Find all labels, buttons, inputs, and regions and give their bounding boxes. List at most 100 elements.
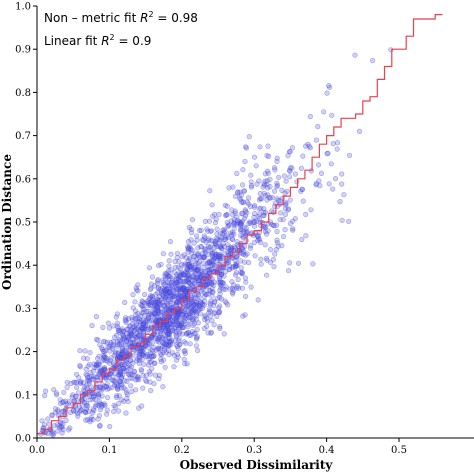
scatter-point bbox=[186, 315, 192, 321]
scatter-point bbox=[172, 264, 178, 271]
scatter-point bbox=[189, 300, 195, 306]
scatter-point bbox=[131, 339, 137, 345]
scatter-point bbox=[220, 286, 226, 292]
scatter-point bbox=[203, 239, 209, 245]
scatter-point bbox=[217, 291, 223, 297]
scatter-point bbox=[117, 354, 123, 360]
scatter-point bbox=[255, 213, 261, 220]
scatter-point bbox=[219, 280, 225, 286]
scatter-point bbox=[148, 353, 154, 360]
scatter-point bbox=[244, 251, 250, 257]
scatter-point bbox=[158, 346, 164, 352]
scatter-point bbox=[170, 286, 176, 292]
scatter-point bbox=[170, 284, 176, 290]
scatter-point bbox=[175, 315, 181, 321]
scatter-point bbox=[174, 254, 180, 260]
scatter-point bbox=[135, 327, 142, 333]
scatter-point bbox=[193, 266, 200, 273]
scatter-point bbox=[273, 247, 279, 253]
scatter-point bbox=[175, 264, 181, 270]
scatter-point bbox=[150, 306, 156, 312]
scatter-point bbox=[162, 327, 168, 333]
scatter-point bbox=[207, 287, 213, 294]
x-axis-ticks: 0.0 0.1 0.2 0.3 0.4 0.5 bbox=[29, 438, 407, 456]
scatter-point bbox=[102, 357, 108, 364]
scatter-point bbox=[93, 363, 99, 369]
scatter-point bbox=[206, 218, 212, 224]
scatter-point bbox=[241, 251, 247, 257]
scatter-point bbox=[110, 338, 116, 344]
scatter-point bbox=[146, 295, 152, 302]
scatter-point bbox=[277, 217, 283, 223]
scatter-point bbox=[174, 343, 181, 350]
scatter-point bbox=[270, 195, 276, 201]
scatter-point bbox=[204, 282, 210, 288]
scatter-point bbox=[220, 231, 226, 237]
scatter-point bbox=[109, 377, 115, 383]
scatter-point bbox=[140, 352, 146, 358]
scatter-point bbox=[287, 221, 294, 227]
scatter-point bbox=[127, 375, 133, 381]
scatter-point bbox=[215, 253, 221, 259]
scatter-point bbox=[172, 328, 178, 334]
scatter-point bbox=[192, 277, 198, 283]
scatter-point bbox=[205, 259, 211, 265]
scatter-point bbox=[234, 261, 240, 267]
scatter-point bbox=[54, 428, 61, 434]
scatter-point bbox=[140, 326, 146, 333]
scatter-point bbox=[285, 207, 291, 213]
scatter-point bbox=[164, 341, 170, 348]
scatter-point bbox=[229, 236, 235, 242]
scatter-point bbox=[155, 336, 161, 342]
scatter-point bbox=[170, 322, 176, 328]
scatter-point bbox=[178, 322, 184, 329]
scatter-point bbox=[217, 237, 223, 244]
scatter-point bbox=[128, 327, 134, 333]
scatter-point bbox=[292, 171, 299, 177]
scatter-point bbox=[125, 316, 132, 322]
scatter-point bbox=[215, 253, 221, 260]
scatter-point bbox=[194, 296, 200, 302]
scatter-point bbox=[162, 333, 168, 339]
scatter-point bbox=[104, 340, 111, 346]
scatter-point bbox=[234, 253, 240, 259]
scatter-point bbox=[243, 145, 250, 151]
scatter-point bbox=[241, 229, 247, 235]
scatter-point bbox=[157, 301, 163, 308]
scatter-point bbox=[74, 379, 80, 386]
scatter-point bbox=[163, 306, 169, 312]
scatter-point bbox=[151, 304, 157, 310]
scatter-point bbox=[256, 237, 263, 243]
scatter-point bbox=[68, 380, 74, 387]
scatter-point bbox=[139, 310, 145, 316]
scatter-point bbox=[193, 335, 199, 341]
scatter-point bbox=[154, 304, 160, 310]
scatter-point bbox=[226, 267, 232, 273]
scatter-point bbox=[227, 244, 234, 250]
scatter-point bbox=[149, 274, 155, 280]
scatter-point bbox=[192, 307, 198, 313]
scatter-point bbox=[97, 401, 103, 407]
scatter-point bbox=[231, 221, 237, 227]
scatter-point bbox=[115, 325, 121, 331]
scatter-point bbox=[240, 211, 246, 217]
scatter-point bbox=[282, 227, 288, 233]
scatter-point bbox=[219, 246, 225, 252]
scatter-point bbox=[141, 307, 147, 313]
scatter-point bbox=[190, 273, 196, 279]
scatter-point bbox=[195, 292, 202, 298]
scatter-point bbox=[136, 360, 142, 367]
scatter-point bbox=[57, 401, 64, 407]
scatter-point bbox=[285, 153, 291, 159]
scatter-point bbox=[171, 269, 177, 276]
scatter-point bbox=[264, 181, 270, 187]
scatter-point bbox=[242, 259, 248, 265]
scatter-point bbox=[135, 332, 141, 338]
scatter-point bbox=[211, 255, 217, 261]
scatter-point bbox=[55, 407, 61, 413]
scatter-point bbox=[221, 251, 227, 257]
scatter-point bbox=[91, 365, 97, 371]
scatter-point bbox=[182, 287, 188, 293]
scatter-point bbox=[112, 404, 118, 410]
scatter-point bbox=[243, 293, 249, 300]
